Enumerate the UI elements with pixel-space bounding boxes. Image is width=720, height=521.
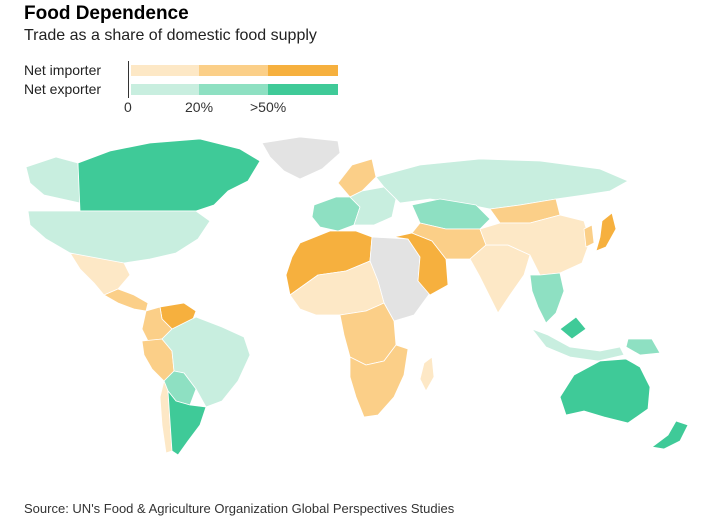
legend-axis-line	[128, 61, 129, 98]
legend-exporter-mid	[199, 84, 268, 95]
legend-label-importer: Net importer	[24, 62, 102, 78]
region-malaysia	[559, 316, 587, 340]
region-argentina	[167, 390, 207, 455]
chart-subtitle: Trade as a share of domestic food supply	[24, 27, 317, 44]
region-china	[479, 214, 591, 276]
region-madagascar	[419, 356, 435, 392]
region-south-asia	[469, 244, 531, 314]
legend-tick-20: 20%	[185, 99, 214, 115]
region-alaska	[25, 156, 81, 204]
region-brazil	[161, 316, 251, 408]
region-canada	[77, 138, 261, 212]
region-australia	[559, 358, 651, 424]
region-southern-africa	[349, 344, 409, 418]
legend-tick-50: >50%	[250, 99, 287, 115]
legend-tick-0: 0	[124, 99, 132, 115]
source-note: Source: UN's Food & Agriculture Organiza…	[24, 501, 455, 516]
region-greenland	[261, 136, 341, 180]
region-usa	[27, 210, 211, 264]
region-korea	[583, 224, 595, 248]
legend-exporter-high	[268, 84, 338, 95]
region-southeast-asia	[529, 272, 565, 324]
chart-title: Food Dependence	[24, 3, 189, 24]
region-eastern-europe	[349, 186, 397, 226]
legend-importer-high	[268, 65, 338, 76]
legend-label-exporter: Net exporter	[24, 81, 102, 97]
region-new-zealand	[651, 420, 689, 450]
world-map	[25, 136, 689, 455]
region-western-europe	[311, 196, 361, 232]
region-central-america	[103, 288, 149, 312]
legend-importer-mid	[199, 65, 268, 76]
region-russia	[375, 158, 629, 210]
region-indonesia	[531, 328, 625, 362]
legend-exporter-low	[131, 84, 199, 95]
legend-importer-low	[131, 65, 199, 76]
region-new-guinea	[625, 338, 661, 356]
region-japan	[595, 212, 617, 252]
